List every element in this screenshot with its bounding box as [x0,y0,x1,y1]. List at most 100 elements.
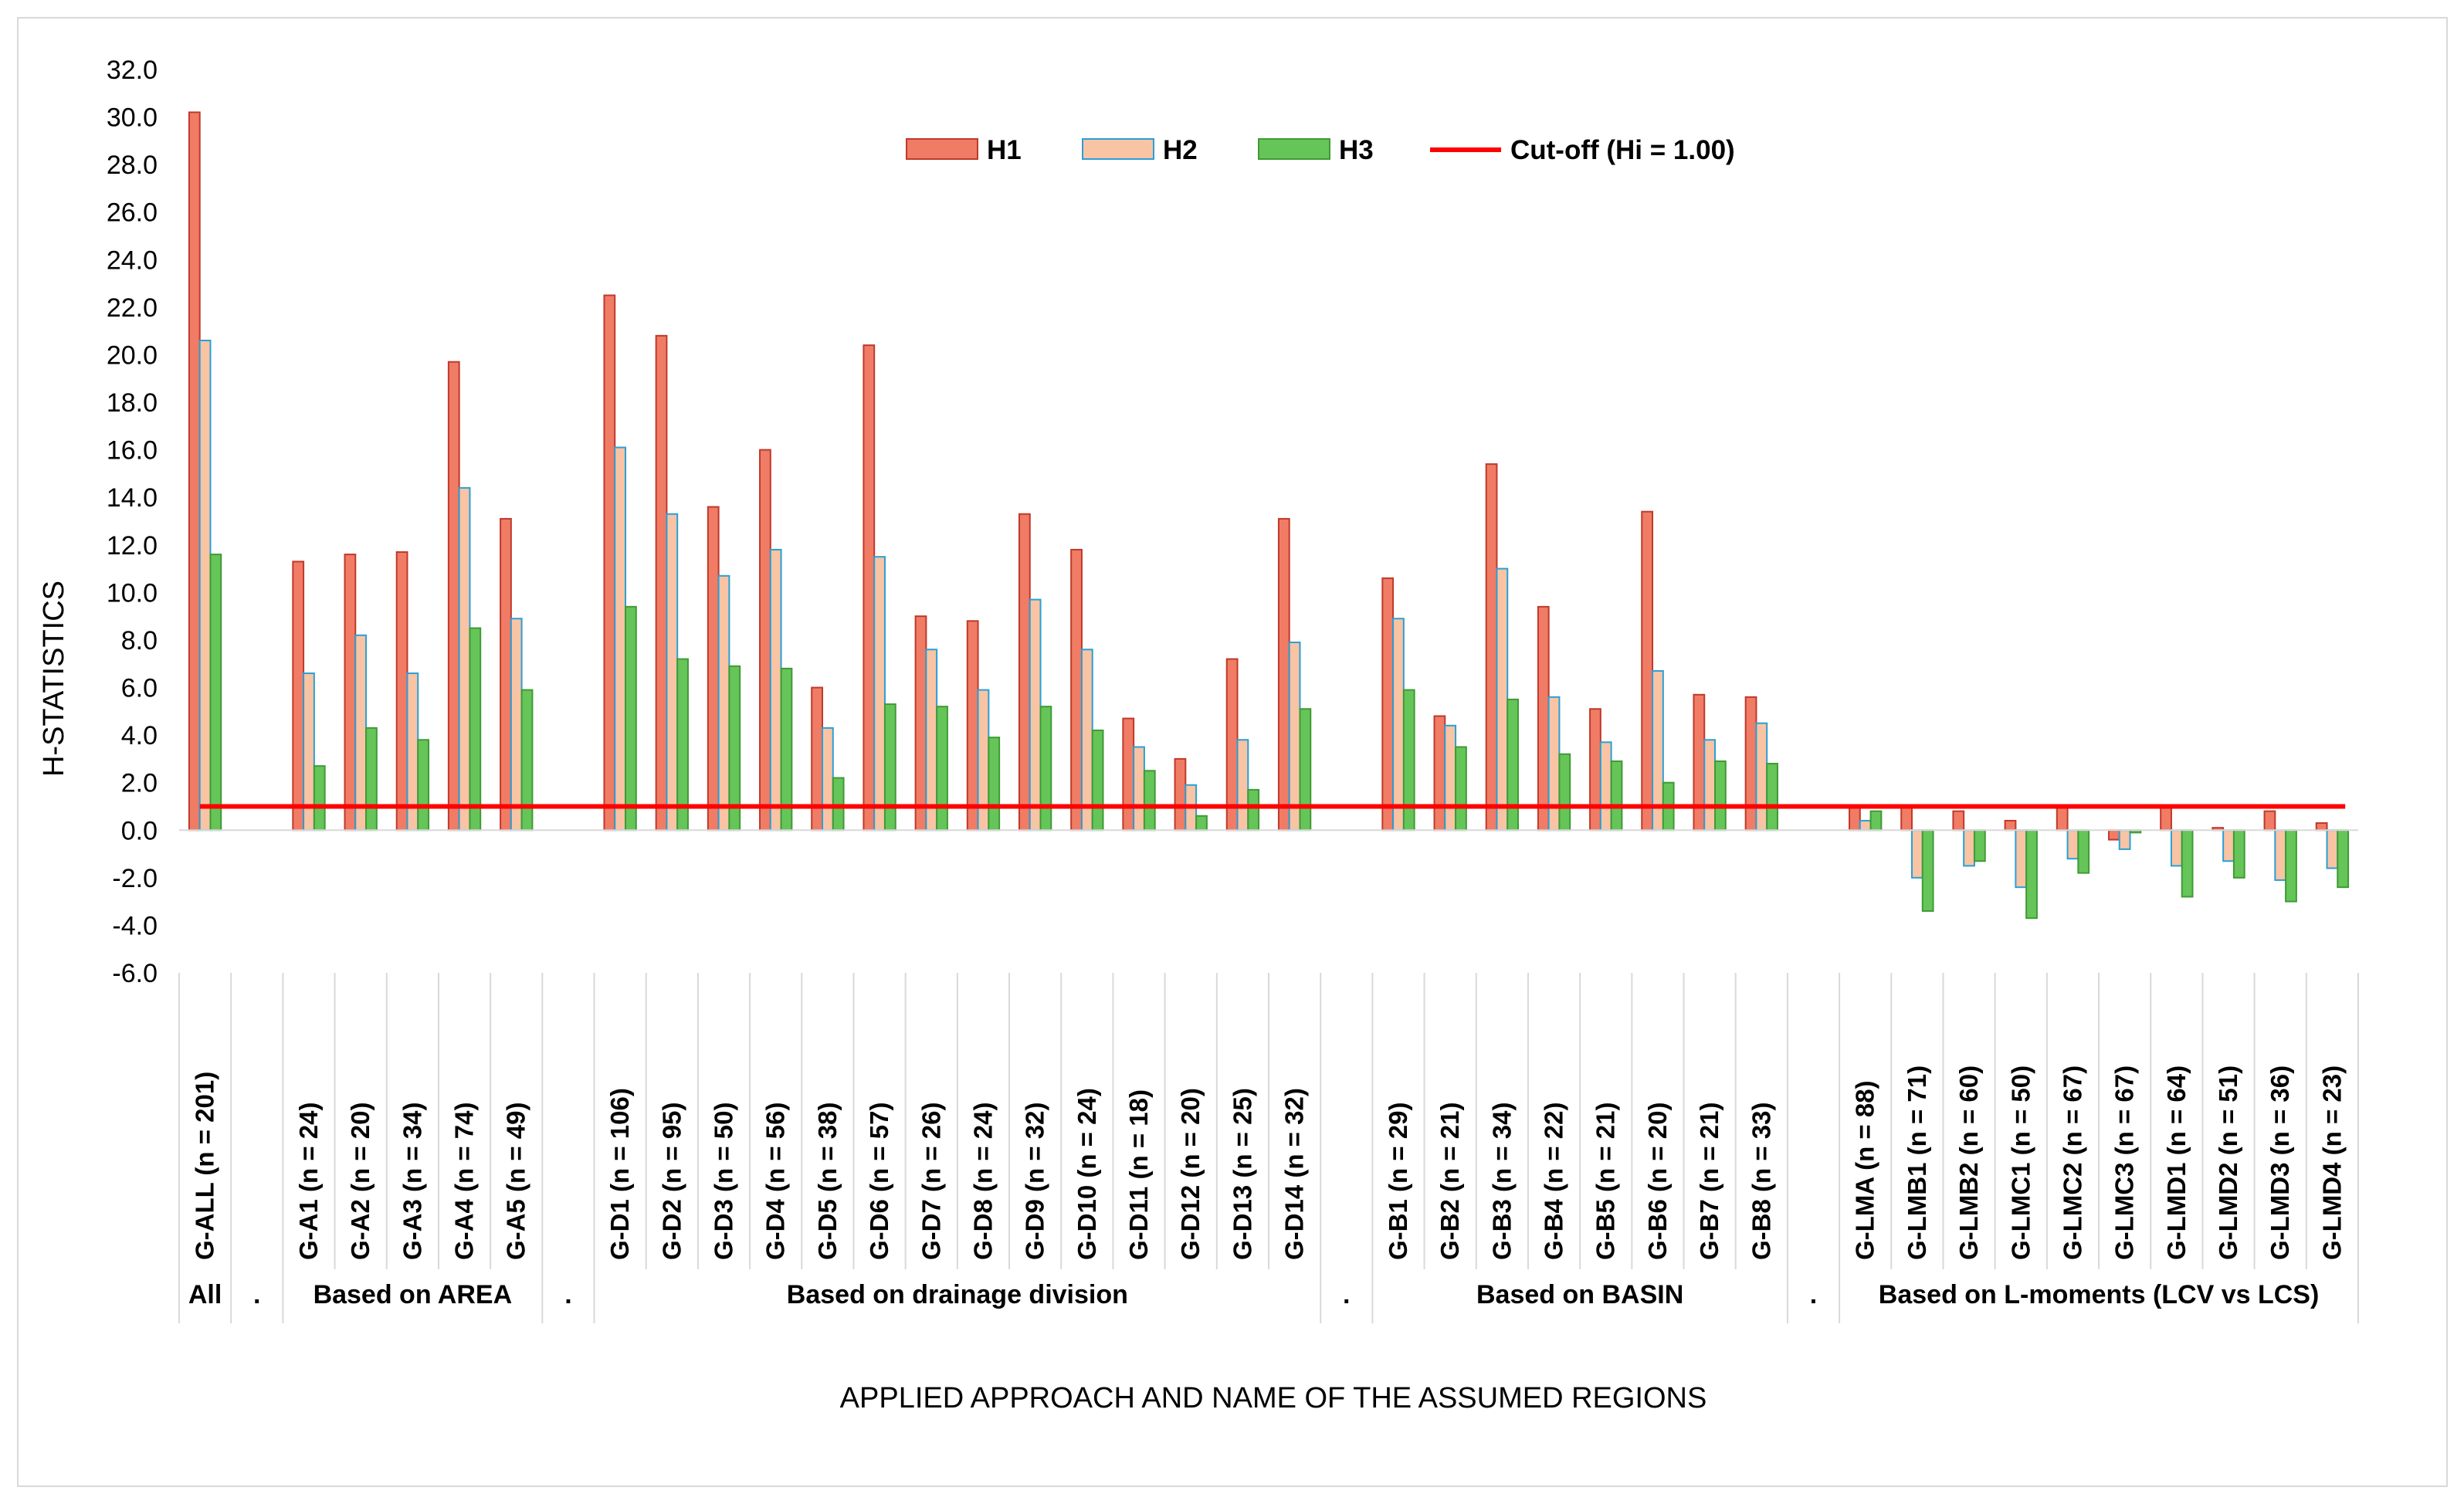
y-tick-label: 26.0 [107,198,158,228]
bar-h2 [354,634,368,832]
bar-h1 [1485,463,1498,832]
bar-h3 [625,605,637,832]
legend-label-h1: H1 [987,135,1022,165]
bars [188,111,2350,920]
bar-h1 [707,506,720,832]
bar-h2 [769,548,782,832]
bar-h2 [1910,829,1923,879]
bar-h2 [2326,829,2339,869]
chart-frame: -6.0 -4.0 -2.0 0.0 2.0 4.0 6.0 8.0 10.0 12.0 14.0 1… [17,17,2448,1487]
bar-h3 [313,765,326,832]
x-tick-label: G-LMD2 (n = 51) [2214,1065,2242,1260]
bar-h3 [2025,829,2038,920]
bar-h3 [1558,753,1571,832]
bar-h3 [2285,829,2297,903]
y-tick-label: 2.0 [121,769,158,798]
bar-h1 [2160,805,2172,832]
x-tick-label: G-D14 (n = 32) [1280,1088,1309,1260]
bar-h3 [1921,829,1934,912]
x-tick-label: G-D6 (n = 57) [865,1103,893,1260]
bar-h3 [1402,689,1415,832]
bar-h3 [936,706,948,832]
bar-h1 [1952,810,1965,832]
bar-h3 [1455,746,1467,832]
bar-h2 [510,618,523,832]
bar-h1 [1537,605,1550,832]
bar-h3 [2337,829,2350,889]
bar-h1 [1641,510,1654,832]
y-tick-label: -4.0 [112,911,158,940]
x-tick-label: G-B6 (n = 20) [1643,1103,1672,1260]
x-tick-label: G-D13 (n = 25) [1228,1088,1256,1260]
y-tick-label: 12.0 [107,531,158,561]
bar-h1 [1381,577,1395,832]
bar-h3 [883,703,896,832]
bar-h2 [1444,724,1457,832]
bar-h2 [1496,567,1509,832]
bar-h1 [1122,717,1135,832]
bar-h1 [1070,548,1083,832]
bar-h2 [717,574,730,832]
bar-h3 [2181,829,2194,898]
x-tick-label: G-LMC1 (n = 50) [2006,1065,2035,1260]
y-tick-label: 10.0 [107,578,158,608]
bar-h3 [1299,708,1312,832]
x-tick-label: G-A3 (n = 34) [398,1103,426,1260]
x-tick-label: G-LMA (n = 88) [1851,1080,1879,1260]
x-tick-label: G-LMC3 (n = 67) [2110,1065,2139,1260]
bar-h2 [1080,649,1093,832]
y-tick-label: 30.0 [107,103,158,133]
bar-h1 [1018,513,1031,832]
legend-label-h2: H2 [1163,135,1198,165]
bar-h1 [344,554,357,832]
bar-h1 [655,334,668,832]
x-tick-label: G-B8 (n = 33) [1747,1103,1775,1260]
bar-h1 [1693,693,1706,832]
bar-h1 [914,615,927,832]
bar-h2 [977,689,990,832]
x-tick-label: G-ALL (n = 201) [191,1072,219,1260]
bar-h2 [666,513,679,832]
y-tick-label: 16.0 [107,436,158,466]
x-tick-label: G-B1 (n = 29) [1384,1103,1412,1260]
bar-h3 [1610,760,1623,832]
x-tick-label: G-D10 (n = 24) [1073,1088,1101,1260]
y-tick-label: 4.0 [121,721,158,750]
y-tick-label: 24.0 [107,246,158,275]
bar-h1 [1900,805,1913,832]
bar-h2 [1703,739,1717,832]
x-tick-label: G-LMD3 (n = 36) [2266,1065,2294,1260]
x-tick-label: G-D5 (n = 38) [813,1103,842,1260]
x-tick-label: G-B2 (n = 21) [1435,1103,1464,1260]
group-label: . [1810,1280,1817,1309]
bar-h3 [1091,729,1104,832]
y-tick-label: 18.0 [107,388,158,418]
bar-h3 [1195,815,1208,832]
y-tick-label: 6.0 [121,674,158,703]
y-tick-label: 14.0 [107,483,158,513]
bar-h2 [1547,696,1561,832]
group-label: . [564,1280,571,1309]
x-tick-label: G-D9 (n = 32) [1021,1103,1049,1260]
x-tick-label: G-B5 (n = 21) [1591,1103,1620,1260]
bar-h2 [821,727,834,832]
y-tick-label: 0.0 [121,816,158,845]
bar-h2 [1029,598,1042,832]
bar-h1 [1277,517,1290,832]
bar-h1 [811,686,823,832]
h-statistics-chart: -6.0 -4.0 -2.0 0.0 2.0 4.0 6.0 8.0 10.0 12.0 14.0 1… [38,56,2359,1414]
bar-h3 [2232,829,2245,879]
legend-swatch-h2 [1082,138,1154,160]
bar-h1 [1433,715,1446,832]
y-tick-label: 8.0 [121,626,158,655]
bar-h2 [1599,741,1612,832]
x-tick-label: G-D8 (n = 24) [968,1103,997,1260]
y-axis-label: H-STATISTICS [38,581,70,777]
bar-h3 [2077,829,2090,874]
bar-h1 [2056,805,2069,832]
x-tick-label: G-LMB2 (n = 60) [1954,1065,1983,1260]
bar-h2 [873,556,886,832]
y-tick-label: 32.0 [107,56,158,85]
x-tick-label: G-B4 (n = 22) [1540,1103,1568,1260]
x-tick-label: G-LMD4 (n = 23) [2317,1065,2346,1260]
